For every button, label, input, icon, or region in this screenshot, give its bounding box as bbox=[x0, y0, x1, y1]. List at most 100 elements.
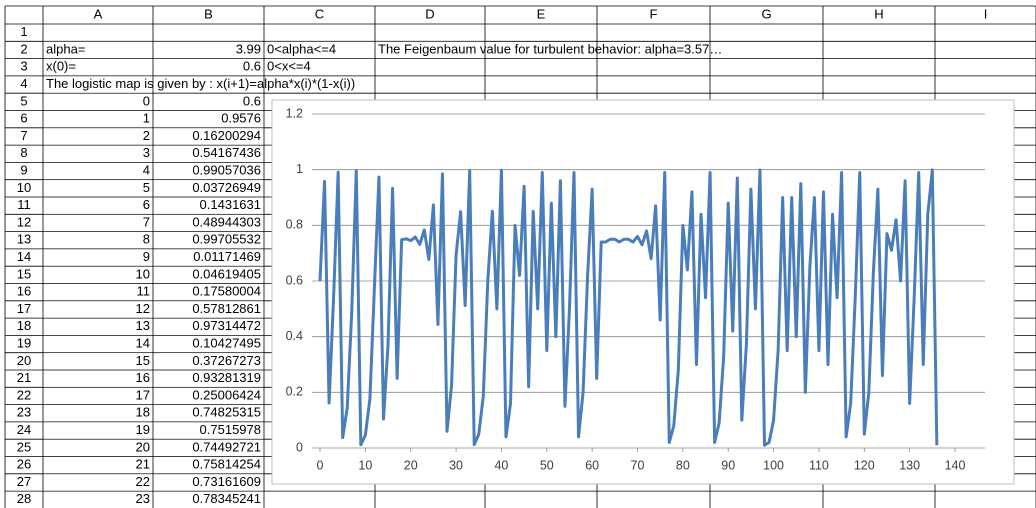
cell: 2 bbox=[143, 128, 150, 143]
cell: 0.25006424 bbox=[192, 387, 261, 402]
x-tick-label: 10 bbox=[358, 458, 372, 472]
cell-bg bbox=[43, 76, 153, 93]
cell-bg bbox=[153, 457, 264, 474]
cell-bg bbox=[43, 180, 153, 197]
cell: The logistic map is given by : x(i+1)=al… bbox=[46, 76, 355, 91]
cell: 23 bbox=[136, 491, 150, 506]
cell-bg bbox=[43, 370, 153, 387]
row-header: 16 bbox=[17, 284, 31, 299]
cell: 0.74825315 bbox=[192, 405, 261, 420]
cell-bg bbox=[43, 145, 153, 162]
cell: 0.57812861 bbox=[192, 301, 261, 316]
cell-bg bbox=[153, 318, 264, 335]
cell-bg bbox=[43, 301, 153, 318]
cell-bg bbox=[43, 439, 153, 456]
cell: 0.04619405 bbox=[192, 266, 261, 281]
row-header: 12 bbox=[17, 214, 31, 229]
cell-bg bbox=[153, 41, 264, 59]
row-header: 20 bbox=[17, 353, 31, 368]
row-header: 10 bbox=[17, 180, 31, 195]
cell-bg bbox=[153, 405, 264, 422]
cell: 3 bbox=[143, 145, 150, 160]
cell-bg bbox=[43, 474, 153, 491]
cell: 0.6 bbox=[243, 93, 261, 108]
x-tick-label: 70 bbox=[631, 458, 645, 472]
cell: 21 bbox=[136, 457, 150, 472]
cell-bg bbox=[153, 266, 264, 283]
x-tick-label: 90 bbox=[721, 458, 735, 472]
cell: 0.1431631 bbox=[200, 197, 261, 212]
y-tick-label: 0.4 bbox=[286, 329, 303, 343]
column-header: A bbox=[94, 6, 103, 21]
cell-bg bbox=[153, 162, 264, 180]
cell: 0.54167436 bbox=[192, 145, 261, 160]
cell-bg bbox=[153, 249, 264, 266]
cell: 8 bbox=[143, 232, 150, 247]
x-tick-label: 130 bbox=[899, 458, 920, 472]
row-header: 6 bbox=[20, 111, 27, 126]
cell: 0.6 bbox=[243, 59, 261, 74]
cell-bg bbox=[153, 111, 264, 128]
row-header: 23 bbox=[17, 405, 31, 420]
x-tick-label: 100 bbox=[763, 458, 784, 472]
cell: x(0)= bbox=[46, 59, 76, 74]
row-header: 7 bbox=[20, 128, 27, 143]
cell: 5 bbox=[143, 180, 150, 195]
cell: 1 bbox=[143, 111, 150, 126]
cell: 0.48944303 bbox=[192, 214, 261, 229]
cell: 0<x<=4 bbox=[267, 59, 311, 74]
cell: 0.74492721 bbox=[192, 439, 261, 454]
cell-bg bbox=[43, 214, 153, 232]
row-header: 15 bbox=[17, 266, 31, 281]
row-header: 22 bbox=[17, 387, 31, 402]
row-header: 2 bbox=[20, 41, 27, 56]
y-tick-label: 0.8 bbox=[286, 218, 303, 232]
column-header: D bbox=[425, 6, 434, 21]
cell: 19 bbox=[136, 422, 150, 437]
row-header: 21 bbox=[17, 370, 31, 385]
cell: 0.17580004 bbox=[192, 284, 261, 299]
cell-bg bbox=[43, 353, 153, 370]
y-tick-label: 1.2 bbox=[286, 106, 303, 120]
cell: 18 bbox=[136, 405, 150, 420]
cell-bg bbox=[153, 422, 264, 439]
cell: 20 bbox=[136, 439, 150, 454]
cell: 22 bbox=[136, 474, 150, 489]
cell: 0.78345241 bbox=[192, 491, 261, 506]
row-header: 5 bbox=[20, 93, 27, 108]
x-tick-label: 110 bbox=[809, 458, 829, 472]
cell: 17 bbox=[136, 387, 150, 402]
column-header: H bbox=[874, 6, 883, 21]
cell-bg bbox=[153, 214, 264, 232]
x-tick-label: 140 bbox=[945, 458, 966, 472]
row-header: 26 bbox=[17, 457, 31, 472]
cell-bg bbox=[43, 128, 153, 145]
cell: 0.03726949 bbox=[192, 180, 261, 195]
cell-bg bbox=[264, 59, 375, 76]
cell-bg bbox=[43, 387, 153, 405]
cell: 0<alpha<=4 bbox=[267, 41, 336, 56]
series-line bbox=[318, 168, 939, 447]
y-tick-label: 0.2 bbox=[286, 385, 303, 399]
x-tick-label: 0 bbox=[317, 458, 324, 472]
cell: 4 bbox=[143, 162, 150, 177]
cell: 0.93281319 bbox=[192, 370, 261, 385]
cell: 0.75814254 bbox=[192, 457, 261, 472]
row-header: 19 bbox=[17, 335, 31, 350]
column-header: E bbox=[537, 6, 546, 21]
column-header: F bbox=[650, 6, 658, 21]
row-header: 4 bbox=[20, 76, 27, 91]
x-tick-label: 80 bbox=[676, 458, 690, 472]
cell-bg bbox=[43, 405, 153, 422]
row-header: 27 bbox=[17, 474, 31, 489]
cell: 15 bbox=[136, 353, 150, 368]
cell: The Feigenbaum value for turbulent behav… bbox=[378, 41, 722, 56]
row-header: 1 bbox=[20, 24, 27, 39]
cell: 14 bbox=[136, 335, 150, 350]
cell: 0.10427495 bbox=[192, 335, 261, 350]
row-header: 18 bbox=[17, 318, 31, 333]
cell-bg bbox=[153, 301, 264, 318]
row-header: 3 bbox=[20, 59, 27, 74]
cell-bg bbox=[153, 387, 264, 405]
cell-bg bbox=[43, 162, 153, 180]
